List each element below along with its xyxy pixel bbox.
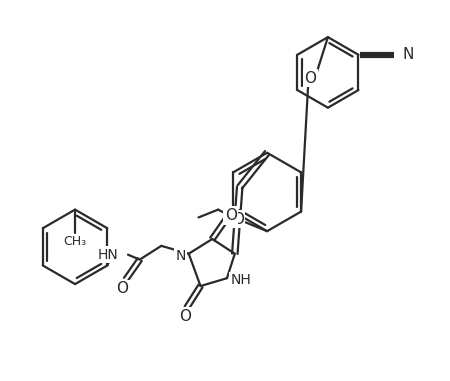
Text: HN: HN: [98, 248, 118, 262]
Text: O: O: [232, 212, 244, 227]
Text: N: N: [403, 47, 414, 62]
Text: O: O: [116, 282, 128, 296]
Text: O: O: [179, 309, 191, 324]
Text: O: O: [225, 208, 237, 223]
Text: O: O: [304, 71, 316, 86]
Text: CH₃: CH₃: [63, 235, 86, 248]
Text: N: N: [176, 249, 186, 263]
Text: NH: NH: [230, 273, 251, 287]
